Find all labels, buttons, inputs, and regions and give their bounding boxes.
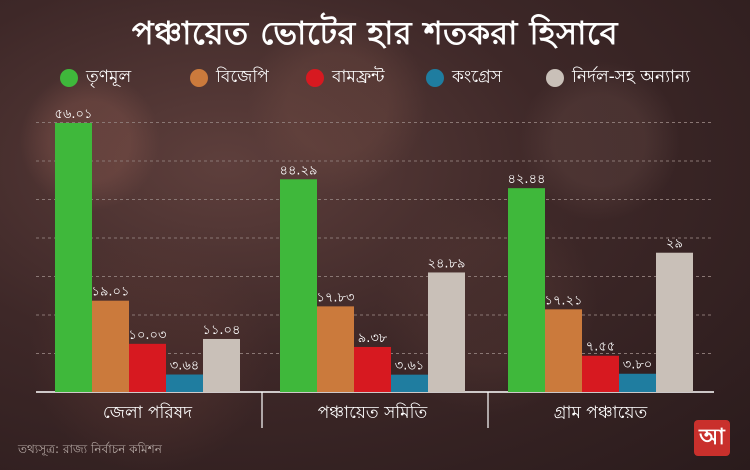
legend-label-congress: কংগ্রেস [452,67,503,87]
bar-left-front-1 [354,346,391,392]
bar-trinamool-0 [55,123,92,392]
data-label-bjp-0: ১৯.০১ [92,285,130,300]
legend-label-trinamool: তৃণমূল [86,67,132,87]
bar-trinamool-2 [508,188,545,392]
category-label-2: গ্রাম পঞ্চায়েত [554,403,648,423]
legend-item-trinamool: তৃণমূল [60,64,131,92]
data-label-left-front-0: ১০.০৩ [129,328,167,343]
data-label-trinamool-0: ৫৬.০১ [55,107,93,122]
data-label-bjp-1: ১৭.৮৩ [317,290,355,305]
bar-congress-1 [391,374,428,392]
data-label-congress-0: ৩.৬৪ [170,359,199,374]
chart-title: পঞ্চায়েত ভোটের হার শতকরা হিসাবে [131,14,619,52]
data-label-bjp-2: ১৭.২১ [545,293,583,308]
legend-label-bjp: বিজেপি [216,67,269,87]
data-label-others-2: ২৯ [666,237,683,252]
bar-trinamool-1 [280,179,317,392]
data-label-others-1: ২৪.৮৯ [428,256,466,271]
legend-label-left-front: বামফ্রন্ট [332,67,385,87]
data-label-trinamool-1: ৪৪.২৯ [280,163,318,178]
legend-swatch-left-front [306,69,324,87]
bar-bjp-2 [545,309,582,392]
source-note: তথ্যসূত্র: রাজ্য নির্বাচন কমিশন [18,442,162,456]
bar-others-2 [656,252,693,392]
data-label-left-front-1: ৯.৩৮ [358,331,388,346]
bar-others-0 [203,338,240,392]
legend-swatch-others [546,69,564,87]
legend-item-bjp: বিজেপি [190,64,269,92]
bar-bjp-1 [317,306,354,392]
bar-others-1 [428,272,465,392]
legend-swatch-trinamool [60,69,78,87]
legend-swatch-bjp [190,69,208,87]
bar-left-front-2 [582,355,619,392]
bar-left-front-0 [129,343,166,392]
legend-swatch-congress [426,69,444,87]
bar-bjp-0 [92,300,129,392]
category-label-1: পঞ্চায়েত সমিতি [318,402,428,423]
category-label-0: জেলা পরিষদ [103,402,193,423]
bar-congress-2 [619,373,656,392]
data-label-congress-2: ৩.৮০ [623,358,652,373]
data-label-trinamool-2: ৪২.৪৪ [508,172,546,187]
legend-item-others: নির্দল-সহ অন্যান্য [546,64,690,92]
publisher-logo: আ [694,420,730,456]
data-label-others-0: ১১.০৪ [203,323,241,338]
legend-label-others: নির্দল-সহ অন্যান্য [572,67,691,87]
data-label-left-front-2: ৭.৫৫ [586,340,615,355]
bar-congress-0 [166,374,203,392]
data-label-congress-1: ৩.৬১ [395,359,424,374]
legend-item-left-front: বামফ্রন্ট [306,64,385,92]
legend: তৃণমূল বিজেপি বামফ্রন্ট কংগ্রেস নির্দল-স… [0,64,750,92]
legend-item-congress: কংগ্রেস [426,64,502,92]
